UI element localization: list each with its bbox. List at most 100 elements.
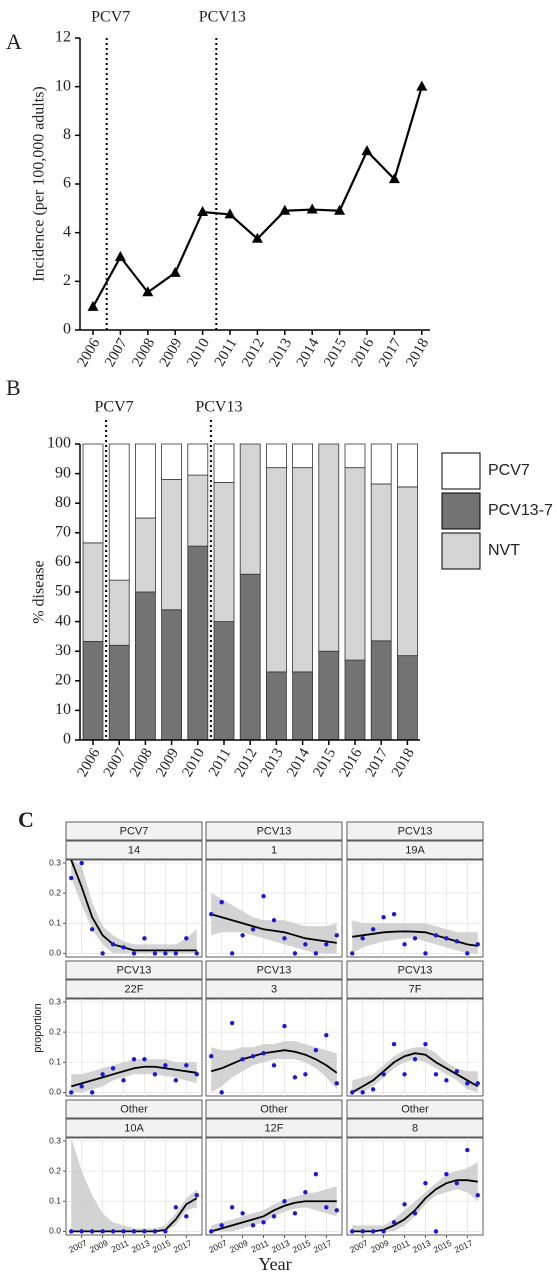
y-tick-label: 6 bbox=[63, 175, 71, 192]
point bbox=[313, 1048, 319, 1053]
point bbox=[350, 1229, 355, 1234]
x-tick-label: 2013 bbox=[258, 746, 287, 780]
point bbox=[209, 912, 214, 917]
marker bbox=[114, 251, 126, 261]
panel-content bbox=[206, 1138, 342, 1235]
strip bbox=[65, 1099, 203, 1119]
strip-label: PCV7 bbox=[120, 825, 149, 837]
y-tick-label: 0.1 bbox=[49, 1196, 61, 1206]
strip-label: 10A bbox=[124, 1122, 144, 1134]
point bbox=[303, 1072, 308, 1077]
x-tick-label: 2009 bbox=[153, 746, 182, 780]
point bbox=[370, 927, 376, 932]
panel-content bbox=[206, 999, 342, 1096]
strip-label: Other bbox=[401, 1103, 429, 1115]
x-tick-label: 2015 bbox=[291, 1238, 313, 1255]
bar-segment bbox=[265, 467, 287, 673]
point bbox=[391, 1041, 397, 1047]
bar-segment bbox=[344, 443, 366, 469]
x-tick-label: 2006 bbox=[75, 335, 104, 369]
bar-segment bbox=[161, 609, 183, 741]
point bbox=[423, 1041, 428, 1047]
marker bbox=[197, 205, 209, 216]
point bbox=[89, 927, 95, 932]
point bbox=[152, 951, 158, 956]
strip bbox=[65, 1118, 203, 1138]
bar-segment bbox=[134, 517, 156, 593]
x-tick-label: 2011 bbox=[212, 336, 241, 370]
strip-label: PCV13 bbox=[257, 825, 292, 837]
point bbox=[89, 1090, 95, 1095]
point bbox=[475, 1081, 480, 1086]
point bbox=[402, 1202, 407, 1207]
point bbox=[79, 860, 84, 866]
y-tick-label: 100 bbox=[47, 435, 71, 452]
point bbox=[229, 1020, 235, 1026]
y-tick-label: 30 bbox=[55, 642, 71, 659]
panel-content bbox=[347, 999, 483, 1096]
x-tick-label: 2007 bbox=[207, 1238, 229, 1255]
panel-content bbox=[206, 860, 342, 957]
point bbox=[433, 1072, 439, 1077]
point bbox=[110, 1229, 116, 1234]
x-tick-label: 2011 bbox=[110, 1238, 131, 1255]
y-axis-label: proportion bbox=[32, 1003, 44, 1053]
point bbox=[219, 899, 224, 905]
fit-line bbox=[210, 913, 337, 944]
marker bbox=[279, 204, 291, 215]
point bbox=[271, 1214, 277, 1219]
vaccine-label: PCV7 bbox=[91, 9, 130, 26]
panel-label: C bbox=[18, 807, 34, 832]
x-tick-label: 2010 bbox=[184, 336, 213, 370]
x-tick-label: 2008 bbox=[129, 336, 158, 370]
point bbox=[69, 875, 74, 881]
point bbox=[370, 1229, 376, 1234]
y-tick-label: 10 bbox=[55, 77, 71, 94]
x-axis-label: Year bbox=[258, 1254, 291, 1274]
point bbox=[184, 1214, 189, 1219]
point bbox=[360, 936, 365, 941]
legend-swatch bbox=[441, 532, 481, 570]
bar-segment bbox=[213, 482, 235, 623]
bar-segment bbox=[396, 655, 418, 741]
point bbox=[250, 1054, 256, 1059]
strip-label: 1 bbox=[271, 844, 277, 856]
x-tick-label: 2017 bbox=[312, 1238, 334, 1255]
x-tick-label: 2009 bbox=[228, 1238, 250, 1255]
x-tick-label: 2018 bbox=[403, 336, 432, 370]
y-tick-label: 0.3 bbox=[49, 1135, 61, 1145]
bar-segment bbox=[396, 443, 418, 488]
point bbox=[79, 1084, 84, 1089]
point bbox=[194, 1193, 199, 1198]
bar-segment bbox=[108, 644, 130, 741]
bar-segment bbox=[161, 479, 183, 611]
confidence-band bbox=[71, 860, 197, 954]
legend-label: PCV7 bbox=[488, 462, 530, 479]
point bbox=[402, 1072, 407, 1077]
point bbox=[184, 1063, 189, 1068]
bar-segment bbox=[292, 671, 314, 741]
point bbox=[282, 936, 287, 941]
x-tick-label: 2014 bbox=[294, 335, 323, 369]
point bbox=[131, 1057, 137, 1062]
point bbox=[454, 939, 460, 944]
bar-segment bbox=[292, 443, 314, 469]
strip bbox=[346, 979, 484, 999]
point bbox=[229, 1205, 235, 1210]
point bbox=[334, 933, 339, 938]
strip-label: PCV13 bbox=[398, 964, 433, 976]
point bbox=[229, 951, 235, 956]
y-tick-label: 0.0 bbox=[49, 1226, 61, 1236]
bar-segment bbox=[370, 483, 392, 642]
point bbox=[292, 1211, 298, 1216]
strip-label: Other bbox=[260, 1103, 288, 1115]
x-tick-label: 2008 bbox=[127, 746, 156, 780]
point bbox=[454, 1180, 460, 1186]
x-tick-label: 2007 bbox=[348, 1238, 370, 1255]
x-tick-label: 2009 bbox=[369, 1238, 391, 1255]
y-tick-label: 2 bbox=[63, 272, 71, 289]
fit-line bbox=[351, 1052, 479, 1094]
x-tick-label: 2013 bbox=[266, 336, 295, 370]
x-tick-label: 2009 bbox=[88, 1238, 110, 1255]
